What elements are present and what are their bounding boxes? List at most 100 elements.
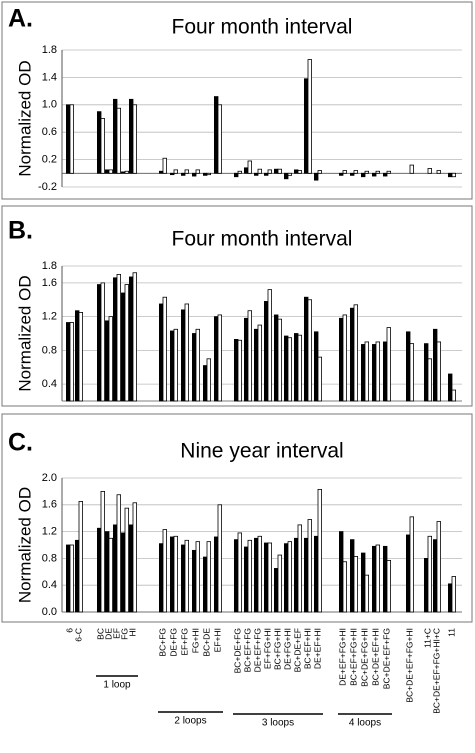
bar [283,543,289,613]
bar [113,98,118,174]
bar [297,334,302,402]
x-tick-label: FG [119,628,129,640]
bar [180,172,186,176]
bar [349,172,355,176]
bar [195,169,200,174]
bar [451,389,456,402]
bar [409,164,414,174]
bar [423,343,429,402]
bar [69,104,74,174]
bar [386,560,391,613]
x-tick-label: BC+EF+HI [302,628,312,669]
bar [375,341,380,402]
bar [202,556,208,613]
bar [360,552,366,613]
panel-frame [1,413,473,623]
bar [180,544,186,613]
x-tick-label: BC+DE+FG [232,628,242,673]
bar [105,531,110,613]
bar [124,170,129,174]
bar [382,172,388,177]
bar [423,558,429,613]
bar [78,312,83,402]
bar [243,546,249,613]
bar [375,544,380,613]
bar [132,104,137,174]
bar [169,536,175,613]
group-label: 1 loop [103,680,131,691]
bar [375,170,380,174]
bar [124,284,129,402]
bar [100,282,105,402]
y-tick-label: -0.2 [38,181,57,193]
bar [213,536,219,613]
bar [184,303,189,402]
bar [273,568,279,613]
bar [371,545,377,613]
x-tick-label: DE+EF+HI [312,628,322,669]
group-label: 2 loops [174,716,206,727]
bar [427,535,432,613]
bar [360,172,366,178]
bar [263,542,269,613]
bar [121,292,126,402]
bar [338,172,344,176]
bar [158,543,164,613]
bar [287,541,292,613]
bar [184,539,189,613]
bar [191,549,197,613]
bar [267,289,272,402]
bar [287,337,292,402]
bar [69,544,74,613]
bar [313,535,319,613]
bar [447,172,453,178]
bar [191,172,197,177]
y-tick-label: 0.4 [42,579,57,591]
bar [75,539,80,613]
bar [382,545,388,613]
y-axis-label: Normalized OD [15,60,34,176]
bar [409,516,414,613]
bar [128,98,134,174]
bar [116,274,121,402]
bar [108,169,113,174]
bar [233,339,239,402]
x-tick-label: EF+HI [212,628,222,652]
bar [195,541,200,613]
bar [293,169,299,174]
bar [277,554,282,613]
x-tick-label: BC+DE+EF+FG+HI [404,628,414,703]
bar [427,168,432,174]
x-tick-label: BC+EF+FG+HI [348,628,358,686]
bar [237,339,242,402]
bar [253,537,259,613]
bar [184,169,189,174]
bar [162,296,167,402]
bar [253,172,259,176]
bar [105,169,110,174]
bar [360,344,366,402]
bar [69,322,74,402]
bar [427,358,432,402]
x-tick-label: DE+FG+HI [282,628,292,670]
bar [100,490,105,613]
group-label: 3 loops [262,718,294,729]
bar [307,299,312,402]
bar [253,328,259,402]
bar [307,59,312,174]
x-tick-label: BC+DE+EF+FG [381,628,391,689]
bar [195,328,200,402]
bar [243,317,249,402]
bar [217,314,222,402]
bar [257,324,262,402]
bar [206,172,211,176]
y-axis-label: Normalized OD [15,487,34,603]
bar [169,330,175,402]
x-tick-label: BC [95,628,105,640]
bar [121,171,126,174]
bar [405,534,411,613]
y-tick-label: 0.6 [42,126,57,138]
panel-frame [1,205,473,407]
bar [313,331,319,402]
x-tick-label: BC+FG [157,628,167,657]
